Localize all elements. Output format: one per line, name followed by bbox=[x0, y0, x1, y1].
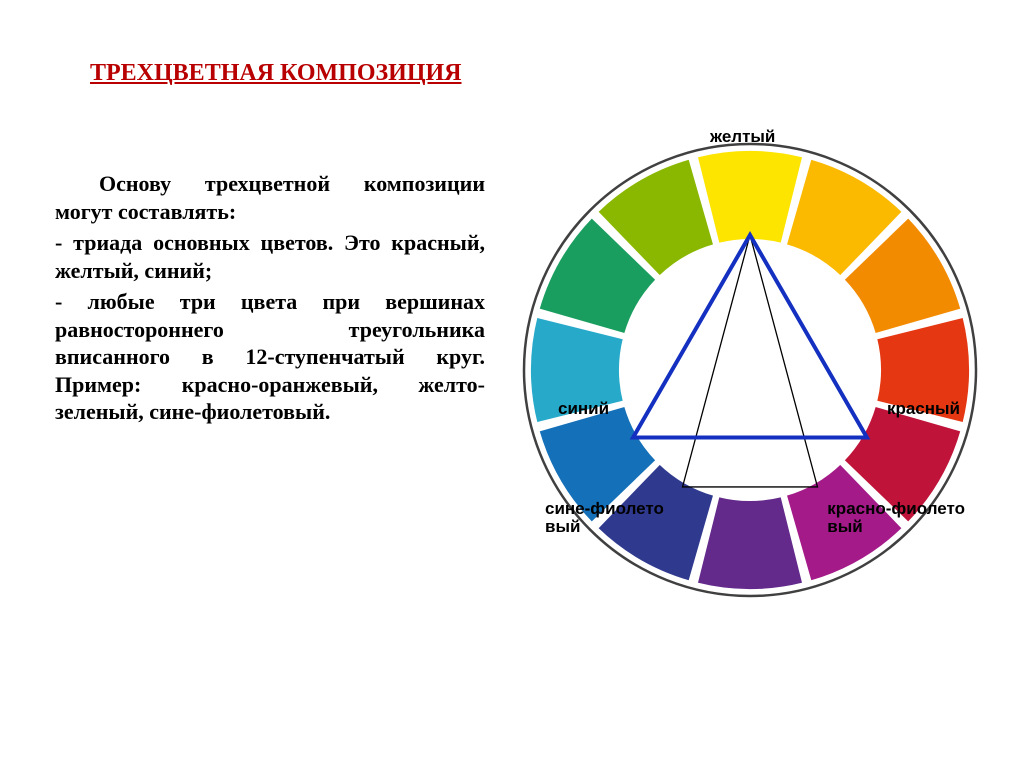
label-yellow: желтый bbox=[710, 128, 775, 146]
label-blue: синий bbox=[558, 400, 609, 418]
paragraph-1: Основу трехцветной композиции могут сост… bbox=[55, 170, 485, 225]
label-blue-violet: сине-фиолетовый bbox=[545, 500, 664, 536]
color-wheel-diagram: желтый красный синий красно-фиолетовый с… bbox=[500, 120, 1000, 620]
label-red: красный bbox=[887, 400, 960, 418]
paragraph-3: - любые три цвета при вершинах равностор… bbox=[55, 288, 485, 426]
page-title: ТРЕХЦВЕТНАЯ КОМПОЗИЦИЯ bbox=[90, 60, 462, 87]
description-block: Основу трехцветной композиции могут сост… bbox=[55, 170, 485, 430]
color-wheel-svg bbox=[500, 120, 1000, 620]
paragraph-2: - триада основных цветов. Это красный, ж… bbox=[55, 229, 485, 284]
label-red-violet: красно-фиолетовый bbox=[827, 500, 965, 536]
